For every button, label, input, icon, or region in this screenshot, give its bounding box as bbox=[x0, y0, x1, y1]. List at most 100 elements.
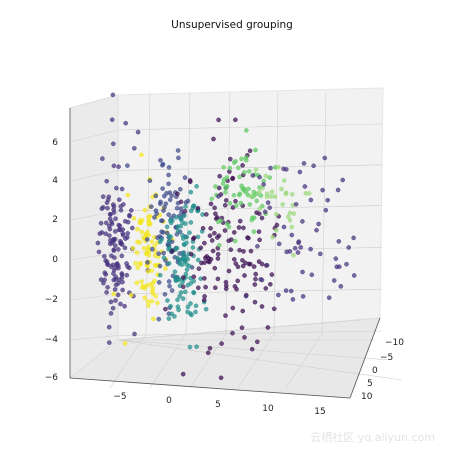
data-point bbox=[182, 209, 188, 214]
data-point bbox=[112, 287, 118, 292]
data-point bbox=[166, 212, 171, 217]
data-point bbox=[246, 186, 251, 192]
data-point bbox=[219, 341, 224, 346]
data-point bbox=[194, 344, 199, 350]
data-point bbox=[180, 275, 186, 280]
data-point bbox=[183, 204, 188, 209]
data-point bbox=[218, 375, 224, 381]
data-point bbox=[344, 261, 349, 267]
data-point bbox=[188, 220, 194, 225]
grid-line bbox=[69, 293, 119, 301]
data-point bbox=[289, 224, 295, 230]
data-point bbox=[317, 251, 323, 257]
data-point bbox=[193, 309, 198, 315]
data-point bbox=[113, 229, 118, 234]
data-point bbox=[150, 285, 156, 291]
data-point bbox=[168, 303, 173, 309]
data-point bbox=[163, 306, 168, 312]
data-point bbox=[147, 178, 153, 183]
data-point bbox=[182, 175, 188, 180]
data-point bbox=[306, 191, 312, 196]
data-point bbox=[180, 296, 186, 301]
data-point bbox=[240, 257, 245, 263]
data-point bbox=[212, 265, 218, 271]
data-point bbox=[159, 218, 164, 223]
data-point bbox=[113, 265, 119, 270]
data-point bbox=[247, 261, 253, 267]
data-point bbox=[111, 277, 117, 283]
watermark: 云栖社区 yq.aliyun.com bbox=[310, 430, 435, 444]
data-point bbox=[235, 264, 241, 270]
grid-line bbox=[149, 333, 187, 389]
data-point bbox=[135, 226, 140, 232]
data-point bbox=[165, 298, 170, 303]
data-point bbox=[235, 165, 241, 171]
data-point bbox=[187, 344, 193, 350]
data-point bbox=[104, 178, 109, 184]
data-point bbox=[184, 234, 189, 240]
data-point bbox=[269, 189, 275, 195]
data-point bbox=[203, 284, 208, 290]
data-point bbox=[175, 228, 181, 234]
data-point bbox=[139, 279, 144, 284]
data-point bbox=[224, 221, 230, 227]
data-point bbox=[127, 213, 132, 219]
data-point bbox=[163, 201, 169, 206]
data-point bbox=[256, 189, 262, 195]
data-point bbox=[289, 232, 295, 238]
data-point bbox=[253, 271, 258, 277]
data-point bbox=[189, 312, 194, 318]
data-point bbox=[180, 371, 186, 377]
data-point bbox=[169, 288, 175, 293]
z-tick-label: −6 bbox=[45, 373, 59, 383]
data-point bbox=[105, 205, 110, 211]
data-point bbox=[172, 314, 177, 319]
data-point bbox=[230, 305, 236, 311]
data-point bbox=[130, 245, 136, 251]
data-point bbox=[223, 286, 229, 292]
data-point bbox=[338, 284, 344, 289]
data-point bbox=[152, 243, 157, 249]
data-point bbox=[103, 258, 108, 263]
data-point bbox=[166, 239, 172, 244]
data-point bbox=[156, 280, 162, 285]
data-point bbox=[135, 129, 141, 135]
data-point bbox=[346, 245, 352, 250]
data-point bbox=[333, 256, 339, 261]
data-point bbox=[153, 293, 158, 299]
data-point bbox=[240, 263, 246, 269]
data-point bbox=[141, 246, 147, 251]
data-point bbox=[191, 274, 197, 280]
data-point bbox=[137, 240, 142, 245]
grid-line bbox=[117, 123, 383, 131]
data-point bbox=[190, 245, 196, 250]
z-axis-ticks: 6 4 2 0 −2 −4 −6 bbox=[45, 138, 59, 383]
data-point bbox=[280, 202, 286, 207]
x-tick-label: 10 bbox=[262, 404, 274, 414]
data-point bbox=[196, 266, 202, 272]
data-point bbox=[176, 276, 182, 282]
data-point bbox=[122, 341, 128, 346]
data-point bbox=[202, 294, 207, 299]
data-point bbox=[230, 175, 236, 181]
data-point bbox=[118, 203, 124, 209]
data-point bbox=[149, 268, 154, 274]
data-point bbox=[270, 234, 275, 240]
z-tick-label: 0 bbox=[52, 255, 58, 265]
data-point bbox=[188, 208, 194, 214]
data-point bbox=[268, 165, 273, 171]
data-point bbox=[222, 202, 228, 208]
data-point bbox=[220, 181, 226, 186]
data-point bbox=[166, 181, 171, 187]
data-point bbox=[242, 335, 247, 340]
data-point bbox=[164, 224, 170, 230]
data-point bbox=[243, 157, 249, 163]
data-point bbox=[237, 174, 242, 180]
grid-line bbox=[69, 129, 119, 143]
data-point bbox=[320, 187, 325, 193]
data-point bbox=[289, 191, 295, 197]
data-point bbox=[158, 157, 163, 163]
data-point bbox=[222, 228, 228, 233]
data-point bbox=[202, 240, 207, 246]
